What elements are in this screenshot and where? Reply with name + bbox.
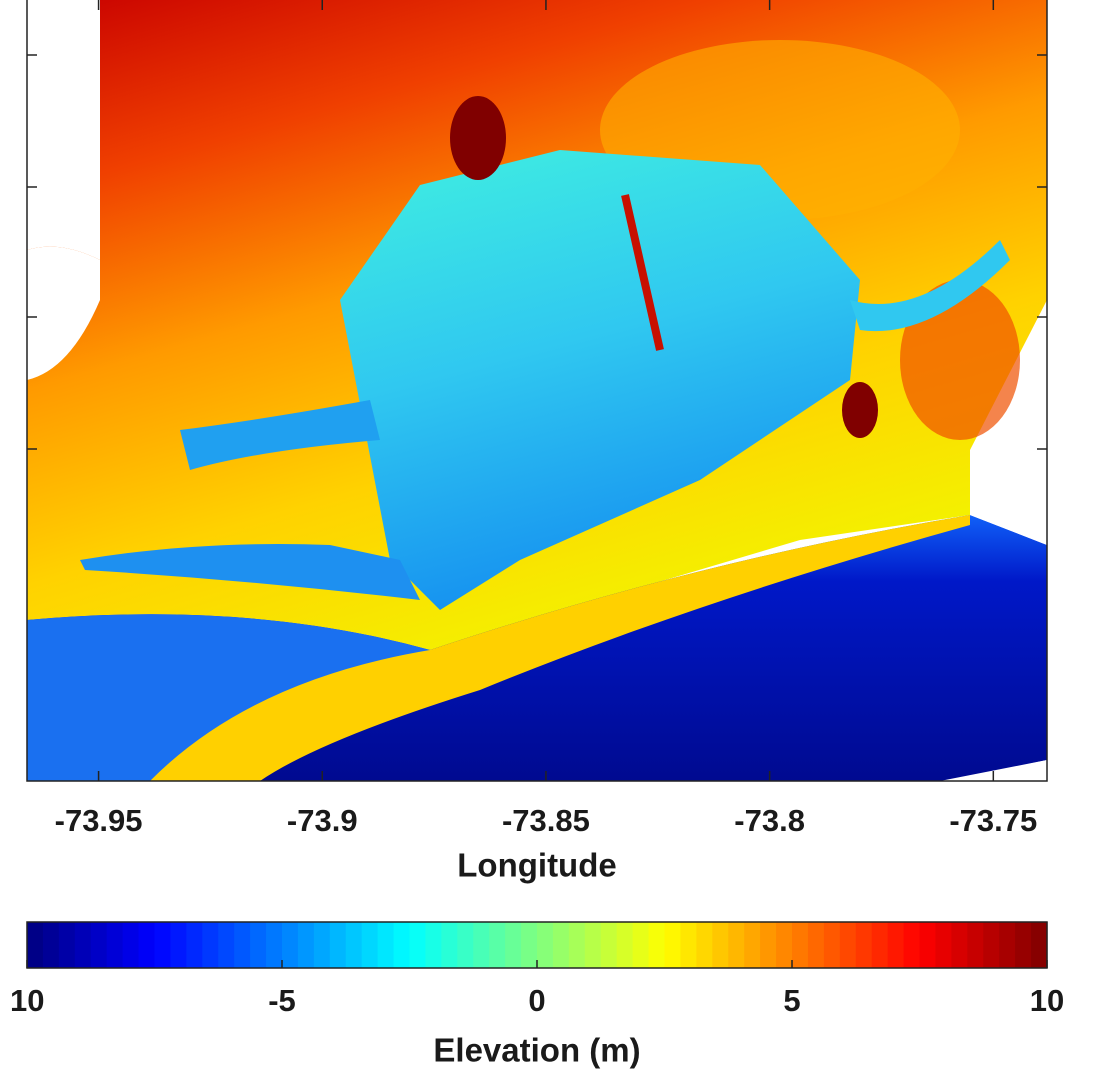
x-tick-label: -73.9	[287, 803, 358, 838]
x-tick-label: -73.95	[55, 803, 143, 838]
colorbar-swatch	[457, 922, 474, 968]
reservoir	[450, 96, 506, 180]
colorbar-swatch	[728, 922, 745, 968]
colorbar-swatch	[91, 922, 108, 968]
colorbar-swatch	[441, 922, 458, 968]
colorbar-swatch	[298, 922, 315, 968]
colorbar-swatch	[59, 922, 76, 968]
colorbar-tick-label: 5	[783, 983, 800, 1018]
colorbar-swatch	[649, 922, 666, 968]
colorbar-swatch	[760, 922, 777, 968]
x-tick-label: -73.75	[949, 803, 1037, 838]
colorbar-swatch	[282, 922, 299, 968]
colorbar-swatch	[378, 922, 395, 968]
colorbar-swatch	[27, 922, 44, 968]
colorbar-swatch	[330, 922, 347, 968]
colorbar-swatch	[394, 922, 411, 968]
colorbar-swatch	[139, 922, 156, 968]
colorbar-swatch	[314, 922, 331, 968]
colorbar-swatch	[489, 922, 506, 968]
colorbar-swatch	[425, 922, 442, 968]
colorbar-swatch	[904, 922, 921, 968]
x-tick-label: -73.8	[734, 803, 805, 838]
colorbar-swatch	[1031, 922, 1048, 968]
colorbar-swatch	[680, 922, 697, 968]
colorbar-swatch	[633, 922, 650, 968]
colorbar-swatch	[935, 922, 952, 968]
colorbar-tick-label: 10	[10, 983, 44, 1018]
colorbar-swatch	[186, 922, 203, 968]
x-tick-label: -73.85	[502, 803, 590, 838]
colorbar-swatch	[744, 922, 761, 968]
colorbar-swatch	[155, 922, 172, 968]
colorbar-swatch	[234, 922, 251, 968]
colorbar-swatch	[888, 922, 905, 968]
elevation-map	[27, 0, 1047, 781]
colorbar-swatch	[856, 922, 873, 968]
colorbar-swatch	[170, 922, 187, 968]
colorbar-swatch	[999, 922, 1016, 968]
colorbar-swatch	[123, 922, 140, 968]
page: {"x_axis": {"label": "Longitude", "lim":…	[0, 0, 1097, 1077]
colorbar-swatch	[951, 922, 968, 968]
reservoir	[842, 382, 878, 438]
colorbar-swatch	[266, 922, 283, 968]
colorbar-swatch	[840, 922, 857, 968]
colorbar-swatch	[250, 922, 267, 968]
colorbar-swatch	[585, 922, 602, 968]
colorbar-swatch	[665, 922, 682, 968]
colorbar-swatch	[553, 922, 570, 968]
colorbar-swatch	[824, 922, 841, 968]
colorbar-swatch	[1015, 922, 1032, 968]
colorbar-swatch	[712, 922, 729, 968]
colorbar-label: Elevation (m)	[433, 1032, 640, 1069]
colorbar-swatch	[776, 922, 793, 968]
colorbar-swatch	[601, 922, 618, 968]
colorbar-swatch	[521, 922, 538, 968]
colorbar-swatch	[107, 922, 124, 968]
colorbar-swatch	[202, 922, 219, 968]
colorbar-tick-label: -5	[268, 983, 296, 1018]
colorbar-tick-label: 0	[528, 983, 545, 1018]
colorbar-tick-label: 10	[1030, 983, 1064, 1018]
colorbar-swatch	[569, 922, 586, 968]
x-axis-label: Longitude	[457, 847, 616, 884]
colorbar-swatch	[983, 922, 1000, 968]
colorbar-swatch	[410, 922, 427, 968]
colorbar-swatch	[617, 922, 634, 968]
colorbar-swatch	[505, 922, 522, 968]
colorbar-swatch	[43, 922, 60, 968]
colorbar-swatch	[792, 922, 809, 968]
colorbar-swatch	[696, 922, 713, 968]
colorbar-swatch	[473, 922, 490, 968]
colorbar-swatch	[346, 922, 363, 968]
colorbar-swatch	[967, 922, 984, 968]
colorbar-swatch	[920, 922, 937, 968]
colorbar-swatch	[362, 922, 379, 968]
colorbar-swatch	[75, 922, 92, 968]
figure: Longitude Elevation (m) -73.95 -73.9 -73.8…	[0, 0, 1097, 1077]
colorbar-swatch	[218, 922, 235, 968]
colorbar-swatch	[808, 922, 825, 968]
colorbar-swatch	[872, 922, 889, 968]
colorbar-swatch	[537, 922, 554, 968]
